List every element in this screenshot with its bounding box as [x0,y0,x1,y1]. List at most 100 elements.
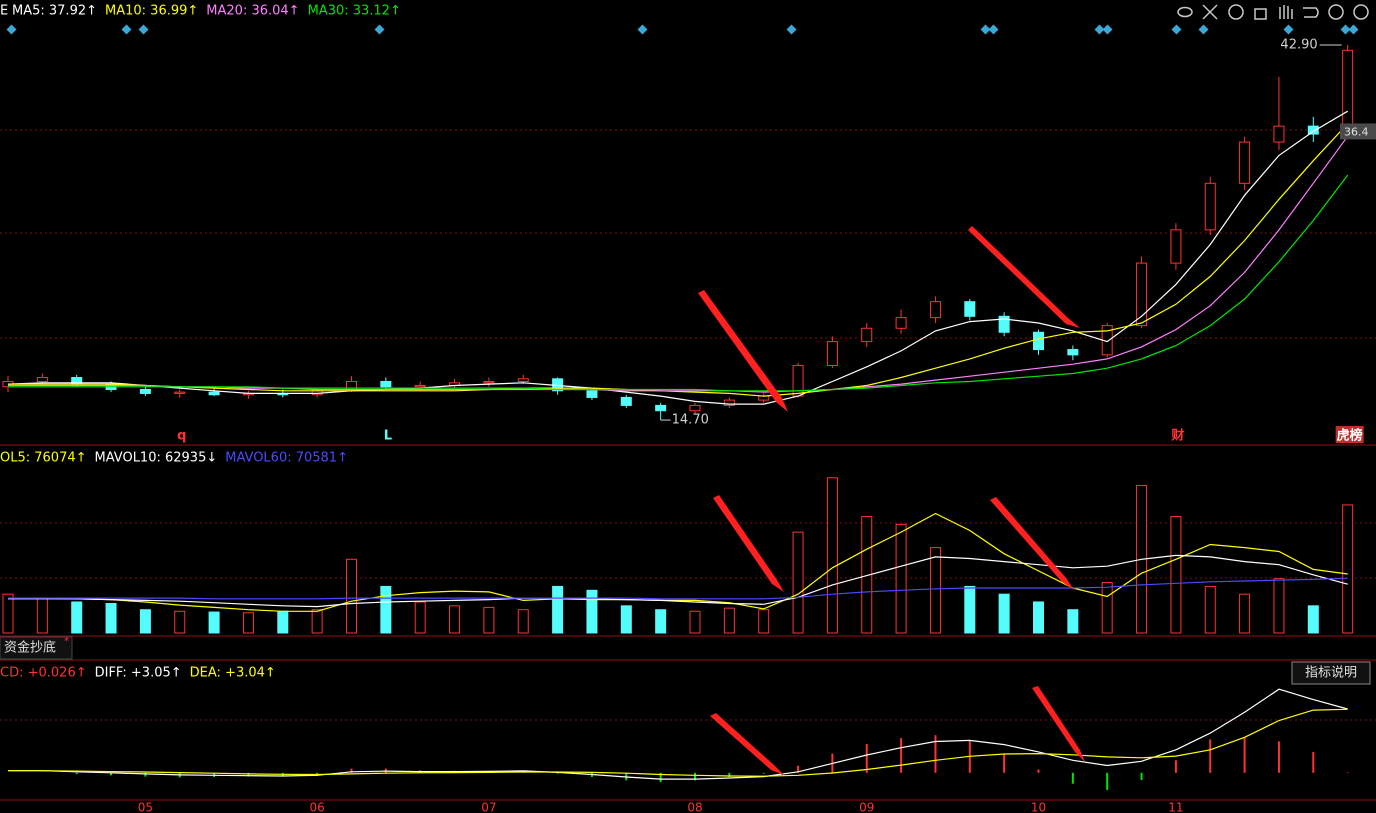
zoom-in-icon[interactable] [1328,4,1344,20]
legend-entry: MA30: 33.12↑ [308,4,401,19]
volume-bar [998,593,1010,634]
legend-entry: MAVOL10: 62935↓ [95,451,218,466]
arrows [698,226,1085,775]
candle-body [208,391,220,396]
volume-bar [174,610,186,634]
candle-body [620,396,632,406]
volume-bar [1273,578,1285,634]
cut-icon[interactable] [1202,4,1218,20]
tab-label[interactable]: 资金抄底 [4,640,56,656]
last-price-label: 36.4 [1344,125,1369,138]
volume-bar [826,477,838,634]
x-tick-label: 09 [859,801,874,813]
candle-body [1307,125,1319,135]
volume-bar [895,523,907,634]
diamond [1102,24,1113,35]
ma-line [8,123,1349,397]
legend-entry: DEA: +3.04↑ [190,666,276,681]
x-tick-label: 08 [687,801,702,813]
arrow [990,497,1074,590]
volume-bar [311,609,323,634]
zoom-out-icon[interactable] [1353,4,1369,20]
volume-bar [1307,605,1319,634]
volume-bar [277,610,289,634]
diamond [138,24,149,35]
volume-bar [758,609,770,634]
candle-body [1136,262,1148,327]
legend-entry: OL5: 76074↑ [0,451,87,466]
diamond [1171,24,1182,35]
toolbar [1177,4,1369,20]
candle-body [1273,125,1285,143]
candle-body [689,404,701,412]
x-tick-label: 10 [1031,801,1046,813]
legend-entry: MA20: 36.04↑ [206,4,299,19]
volume-bar [689,610,701,634]
arrow [698,290,788,412]
volume-bar [1170,516,1182,634]
high-label: 42.90 [1280,37,1317,52]
volume-bar [1239,593,1251,634]
button-label[interactable]: 指标说明 [1305,666,1357,681]
legend-entry: MA10: 36.99↑ [105,4,198,19]
diamond [1094,24,1105,35]
volume-ma-line [8,554,1348,608]
candle-body [655,404,667,412]
undo-icon[interactable] [1303,7,1319,18]
candle-body [517,378,529,382]
candle-body [1170,229,1182,264]
x-tick-label: 07 [481,801,496,813]
volume-ma-line [8,577,1348,600]
volume-bar [1033,601,1044,634]
event-label: 财 [1171,428,1184,444]
candle-body [998,315,1010,333]
marks: MA5: 37.92↑ MA10: 36.99↑ MA20: 36.04↑ MA30:… [0,4,1376,813]
diamond [786,24,797,35]
legend-entry: MAVOL60: 70581↑ [225,451,348,466]
candle-body [1204,182,1216,231]
tab-mark: * [64,636,69,647]
event-label: q [177,429,186,444]
legend-entry: DIFF: +3.05↑ [95,666,182,681]
volume-bar [36,597,48,634]
candle-body [964,301,976,317]
arrow [968,226,1080,328]
last-price-box [1340,123,1376,140]
button[interactable] [1291,661,1371,685]
volume-bar [929,547,941,634]
volume-bar [71,601,83,634]
macd-line [8,688,1348,780]
candle-body [483,380,495,384]
volume-bar [655,609,667,634]
candle-body [380,380,392,388]
diamond [980,24,991,35]
hand-icon[interactable] [1279,5,1293,19]
play-icon[interactable] [1228,4,1244,20]
lock-icon[interactable] [1254,8,1267,20]
eye-icon[interactable] [1177,6,1193,18]
tab[interactable] [0,636,73,660]
volume-bar [552,585,564,634]
volume-bar [139,609,151,634]
volume-bar [414,601,426,634]
volume-ma-line [8,512,1348,612]
diamond [1340,24,1351,35]
volume-bar [964,585,976,634]
candle-body [1033,331,1044,351]
candle-body [1239,141,1251,184]
volume-bar [346,558,357,634]
macd-line [8,708,1348,777]
event-label: L [384,429,392,444]
volume-bar [208,611,220,634]
ma-line [8,135,1349,393]
x-tick-label: 11 [1168,801,1183,813]
candle-body [895,317,907,329]
candle-body [36,376,48,382]
diamond [1283,24,1294,35]
event-badge [1335,426,1364,443]
candle-body [414,384,426,388]
ma-line [7,110,1349,405]
candle-body [861,327,873,343]
volume-bar [517,609,529,634]
low-label: 14.70 [672,413,709,428]
